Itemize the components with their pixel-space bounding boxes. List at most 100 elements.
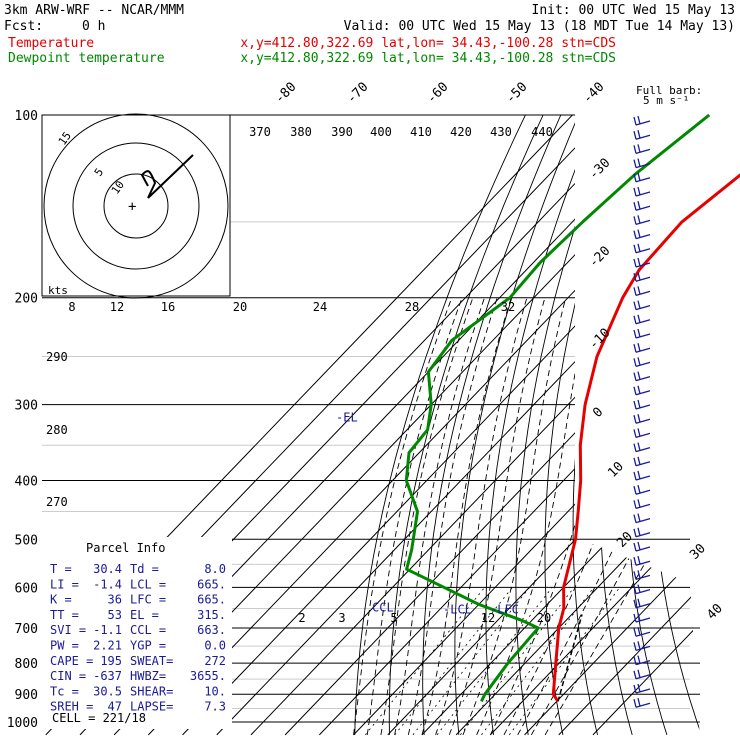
wind-barb — [634, 286, 650, 295]
isotherm-label: 10 — [605, 459, 627, 481]
parcel-key: Td = — [130, 562, 159, 576]
wind-barb — [634, 556, 650, 565]
parcel-value: 30.5 — [93, 684, 122, 698]
wind-barb — [634, 386, 650, 395]
wind-barb — [634, 485, 650, 494]
temperature-legend-name: Temperature — [8, 36, 94, 51]
parcel-value: 30.4 — [93, 562, 122, 576]
moist-adiabat-24 — [504, 298, 655, 735]
wind-barb — [634, 514, 650, 523]
wind-barb — [634, 230, 650, 239]
wind-barb — [634, 187, 650, 196]
theta-e-label: 370 — [249, 125, 271, 139]
isotherm-label: 30 — [687, 541, 709, 563]
pressure-label: 900 — [15, 688, 38, 703]
wind-barb — [634, 457, 650, 466]
fcst-value: 0 h — [82, 19, 105, 34]
fcst-label: Fcst: — [4, 19, 43, 34]
wind-barb — [634, 215, 650, 224]
theta-e-label: 440 — [531, 125, 553, 139]
level-lcl: -LCL — [443, 602, 472, 616]
parcel-value: -1.1 — [93, 623, 122, 637]
wind-barb — [634, 443, 650, 452]
parcel-key: TT = — [50, 608, 79, 622]
isotherm-label: 0 — [590, 405, 606, 421]
parcel-key: Tc = — [50, 684, 79, 698]
parcel-title: Parcel Info — [86, 541, 165, 555]
parcel-value: 8.0 — [204, 562, 226, 576]
moist-adiabat-28 — [518, 298, 697, 735]
isotherm-label: -20 — [586, 244, 613, 271]
parcel-key: CCL = — [130, 623, 166, 637]
dry-adiabat-380 — [725, 115, 740, 735]
theta-e-label: 380 — [290, 125, 312, 139]
parcel-value: -637 — [93, 669, 122, 683]
temperature-legend-info: x,y=412.80,322.69 lat,lon= 34.43,-100.28… — [240, 36, 616, 51]
isotherm-label: 40 — [704, 601, 726, 623]
wind-barb — [634, 528, 650, 537]
hodo-center-icon: + — [128, 199, 136, 215]
dewpoint-legend-info: x,y=412.80,322.69 lat,lon= 34.43,-100.28… — [240, 51, 616, 66]
isotherm-0 — [422, 87, 740, 735]
parcel-key: CIN = — [50, 669, 86, 683]
theta-e-label: 430 — [490, 125, 512, 139]
wind-barb — [634, 357, 650, 366]
barb-key-line2: 5 m s⁻¹ — [643, 94, 689, 107]
wind-barb — [634, 471, 650, 480]
hodo-unit-label: kts — [48, 284, 68, 297]
wind-barb — [634, 329, 650, 338]
parcel-value: 272 — [204, 654, 226, 668]
isotherm--20 — [354, 87, 740, 735]
model-title: 3km ARW-WRF -- NCAR/MMM — [4, 3, 184, 18]
mixing-ratio-label: 20 — [537, 611, 551, 625]
wind-barb — [634, 414, 650, 423]
parcel-key: LFC = — [130, 593, 166, 607]
dry-adiabat-260 — [389, 115, 543, 735]
wind-barb — [634, 400, 650, 409]
wind-barb — [634, 130, 650, 139]
parcel-key: SVI = — [50, 623, 86, 637]
isotherm--50 — [251, 87, 740, 735]
parcel-key: LI = — [50, 577, 79, 591]
parcel-value: 7.3 — [204, 700, 226, 714]
parcel-value: 10. — [204, 684, 226, 698]
parcel-key: HWBZ= — [130, 669, 166, 683]
isotherm-label: 20 — [614, 529, 636, 551]
wind-barb — [634, 428, 650, 437]
mixing-ratio-label: 5 — [390, 611, 397, 625]
pressure-label: 300 — [15, 399, 38, 414]
dry-adiabat-250 — [355, 115, 526, 735]
parcel-key: YGP = — [130, 639, 166, 653]
parcel-cell: CELL = 221/18 — [52, 711, 146, 725]
wind-barb — [634, 144, 650, 153]
speed-label: 24 — [313, 300, 327, 314]
wind-barb — [634, 116, 650, 125]
theta-e-label: 420 — [450, 125, 472, 139]
parcel-key: SHEAR= — [130, 684, 173, 698]
pressure-label: 100 — [15, 109, 38, 124]
dry-adiabat-label: 280 — [46, 423, 68, 437]
isotherm--60 — [217, 87, 740, 735]
wind-barb — [634, 585, 650, 594]
pressure-label: 700 — [15, 622, 38, 637]
moist-adiabat--4 — [408, 298, 497, 735]
speed-label: 20 — [233, 300, 247, 314]
parcel-key: CAPE = — [50, 654, 93, 668]
parcel-value: 663. — [197, 623, 226, 637]
speed-label: 28 — [405, 300, 419, 314]
parcel-value: 36 — [108, 593, 122, 607]
parcel-value: 3655. — [190, 669, 226, 683]
isotherm-label: -50 — [503, 80, 530, 107]
isotherm-label: -60 — [424, 80, 451, 107]
isotherm--10 — [388, 87, 740, 735]
wind-barb — [634, 698, 650, 707]
parcel-value: -1.4 — [93, 577, 122, 591]
valid-time: Valid: 00 UTC Wed 15 May 13 (18 MDT Tue … — [344, 19, 735, 34]
wind-barb — [634, 343, 650, 352]
isotherm-50 — [593, 87, 740, 735]
parcel-value: 315. — [197, 608, 226, 622]
wind-barb — [634, 372, 650, 381]
theta-e-label: 400 — [370, 125, 392, 139]
